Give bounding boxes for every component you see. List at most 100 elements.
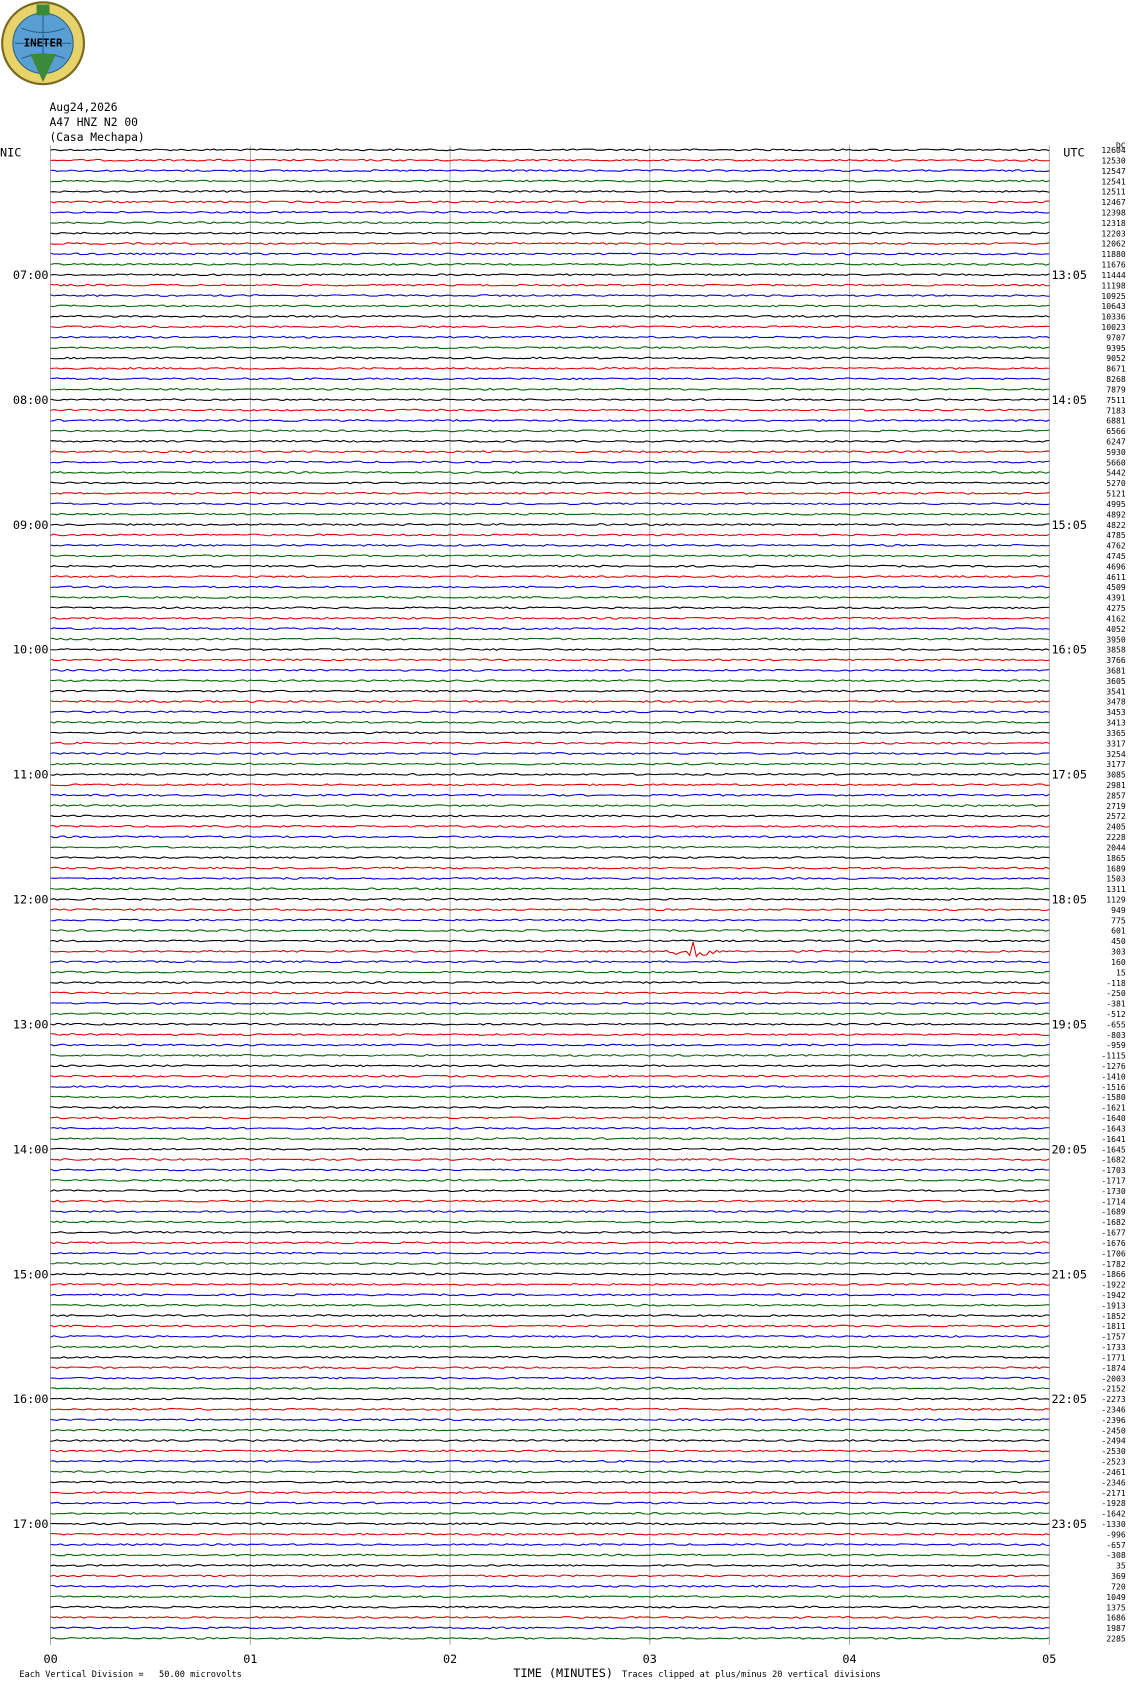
trace <box>50 1022 1050 1026</box>
trace <box>50 429 1050 433</box>
trace-offset: -1645 <box>1101 1145 1125 1154</box>
trace-offset: 1503 <box>1106 875 1126 884</box>
trace <box>50 1574 1050 1578</box>
x-tick-label: 01 <box>243 1652 257 1666</box>
trace <box>50 1605 1050 1609</box>
trace <box>50 450 1050 454</box>
trace <box>50 1636 1050 1640</box>
trace <box>50 1387 1050 1390</box>
trace-offset: 4785 <box>1106 531 1126 540</box>
trace-offset: 3478 <box>1106 698 1126 707</box>
local-time: 14:00 <box>13 1142 49 1156</box>
trace <box>50 1355 1050 1359</box>
trace <box>50 398 1050 402</box>
trace-offset: 4391 <box>1106 594 1126 603</box>
trace <box>50 1376 1050 1380</box>
trace-offset: -2346 <box>1101 1478 1125 1487</box>
trace-offset: 12467 <box>1101 198 1125 207</box>
trace-offset: -2396 <box>1101 1416 1125 1425</box>
date: Aug24,2026 <box>50 101 118 114</box>
trace <box>50 1074 1050 1078</box>
trace <box>50 460 1050 464</box>
utc-time: 21:05 <box>1051 1267 1087 1281</box>
trace-offset: 35 <box>1116 1562 1126 1571</box>
trace <box>50 960 1050 964</box>
trace <box>50 1116 1050 1120</box>
local-time: 17:00 <box>13 1517 49 1531</box>
trace-offset: 1865 <box>1106 854 1126 863</box>
trace <box>50 273 1050 277</box>
trace-offset: 720 <box>1111 1582 1126 1591</box>
trace <box>50 689 1050 693</box>
trace-offset: -1115 <box>1101 1052 1125 1061</box>
trace-offset: -1811 <box>1101 1322 1125 1331</box>
trace-offset: 8268 <box>1106 375 1126 384</box>
trace-offset: -1913 <box>1101 1301 1125 1310</box>
trace-offset: -1717 <box>1101 1177 1125 1186</box>
trace-offset: 5930 <box>1106 448 1126 457</box>
trace-offset: 12203 <box>1101 229 1125 238</box>
trace <box>50 1303 1050 1307</box>
trace <box>50 1095 1050 1099</box>
trace <box>50 366 1050 370</box>
trace-offset: 5270 <box>1106 479 1126 488</box>
trace <box>50 1439 1050 1442</box>
trace-offset: 3365 <box>1106 729 1126 738</box>
trace <box>50 356 1050 360</box>
trace-offset: 12511 <box>1101 188 1125 197</box>
local-time: 16:00 <box>13 1392 49 1406</box>
trace <box>50 408 1050 412</box>
trace <box>50 1126 1050 1130</box>
trace-offset: 2719 <box>1106 802 1126 811</box>
trace <box>50 387 1050 391</box>
trace-offset: 7511 <box>1106 396 1126 405</box>
local-time: 07:00 <box>13 268 49 282</box>
trace-offset: -1516 <box>1101 1083 1125 1092</box>
trace-offset: -2152 <box>1101 1385 1125 1394</box>
x-axis-title: TIME (MINUTES) <box>513 1666 613 1680</box>
trace <box>50 595 1050 599</box>
trace <box>50 575 1050 578</box>
trace-offset: 10643 <box>1101 302 1125 311</box>
trace-offset: -2003 <box>1101 1374 1125 1383</box>
trace-offset: 11198 <box>1101 281 1125 290</box>
trace-offset: 12062 <box>1101 240 1125 249</box>
trace <box>50 939 1050 943</box>
trace <box>50 1314 1050 1318</box>
trace-offset: 2405 <box>1106 823 1126 832</box>
trace <box>50 866 1050 870</box>
trace <box>50 325 1050 329</box>
trace-offset: 9707 <box>1106 333 1126 342</box>
trace <box>50 1085 1050 1089</box>
trace-offset: 12547 <box>1101 167 1125 176</box>
trace-offset: 160 <box>1111 958 1126 967</box>
trace <box>50 543 1050 547</box>
trace-offset: 2857 <box>1106 791 1126 800</box>
left-label: NIC <box>0 145 21 159</box>
trace-offset: 3453 <box>1106 708 1126 717</box>
trace-offset: 4892 <box>1106 510 1126 519</box>
trace <box>50 1407 1050 1411</box>
right-label: UTC <box>1063 145 1084 159</box>
trace-offset: -1866 <box>1101 1270 1125 1279</box>
utc-time: 14:05 <box>1051 393 1087 407</box>
trace <box>50 419 1050 422</box>
trace <box>50 1564 1050 1567</box>
trace-offset: -1782 <box>1101 1260 1125 1269</box>
trace-offset: 1987 <box>1106 1624 1126 1633</box>
trace-offset: -996 <box>1106 1530 1126 1539</box>
local-time: 09:00 <box>13 518 49 532</box>
trace-offset: -512 <box>1106 1010 1126 1019</box>
trace <box>50 1584 1050 1588</box>
trace-offset: 4696 <box>1106 562 1126 571</box>
trace <box>50 679 1050 683</box>
trace-offset: 10023 <box>1101 323 1125 332</box>
trace-offset: 15 <box>1116 968 1126 977</box>
trace <box>50 190 1050 193</box>
trace <box>50 1616 1050 1619</box>
trace <box>50 533 1050 537</box>
trace-offset: 12318 <box>1101 219 1125 228</box>
utc-time: 22:05 <box>1051 1392 1087 1406</box>
utc-time: 23:05 <box>1051 1517 1087 1531</box>
